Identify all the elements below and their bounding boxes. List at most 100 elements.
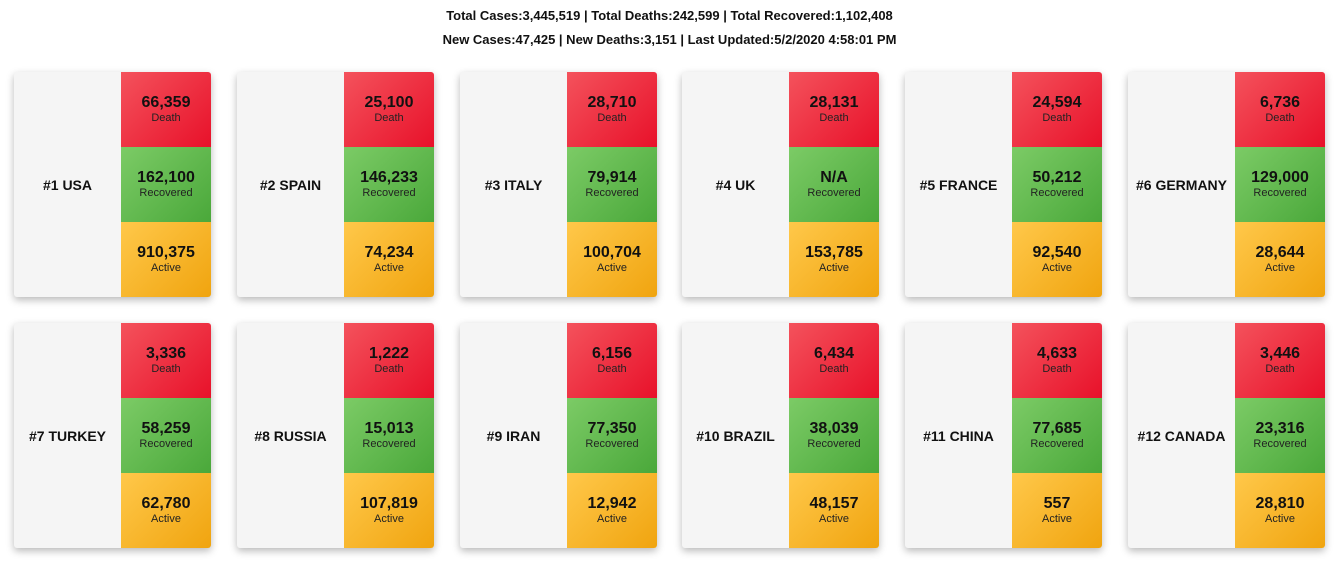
recovered-count: 77,350 [587,420,637,437]
death-label: Death [1265,112,1295,124]
death-label: Death [1042,363,1072,375]
death-stat: 3,336 Death [121,323,211,398]
country-stats: 3,336 Death 58,259 Recovered 62,780 Active [121,323,211,548]
active-stat: 62,780 Active [121,473,211,548]
active-count: 557 [1043,495,1071,512]
death-label: Death [1042,112,1072,124]
active-label: Active [597,262,627,274]
death-count: 25,100 [364,94,414,111]
recovered-stat: 38,039 Recovered [789,398,879,473]
recovered-count: 58,259 [141,420,191,437]
death-stat: 28,710 Death [567,72,657,147]
country-name: #11 CHINA [923,427,994,444]
active-count: 100,704 [583,244,641,261]
country-stats: 28,131 Death N/A Recovered 153,785 Active [789,72,879,297]
recovered-label: Recovered [362,187,416,199]
recovered-count: 23,316 [1255,420,1305,437]
death-stat: 3,446 Death [1235,323,1325,398]
recovered-label: Recovered [1253,438,1307,450]
death-count: 3,446 [1259,345,1301,362]
country-name: #5 FRANCE [919,176,998,193]
active-count: 28,644 [1255,244,1305,261]
death-count: 28,131 [809,94,859,111]
active-count: 48,157 [809,495,859,512]
country-card: #7 TURKEY 3,336 Death 58,259 Recovered 62,780… [14,323,211,548]
death-count: 3,336 [145,345,187,362]
death-label: Death [819,112,849,124]
death-label: Death [1265,363,1295,375]
active-label: Active [819,262,849,274]
recovered-label: Recovered [807,438,861,450]
active-label: Active [1265,262,1295,274]
death-count: 6,156 [591,345,633,362]
active-stat: 48,157 Active [789,473,879,548]
active-stat: 92,540 Active [1012,222,1102,297]
active-stat: 100,704 Active [567,222,657,297]
active-label: Active [151,513,181,525]
death-count: 6,434 [813,345,855,362]
country-card: #9 IRAN 6,156 Death 77,350 Recovered 12,942 Ac… [460,323,657,548]
country-card: #12 CANADA 3,446 Death 23,316 Recovered 28,81… [1128,323,1325,548]
death-stat: 4,633 Death [1012,323,1102,398]
country-name: #3 ITALY [484,176,543,193]
country-card: #5 FRANCE 24,594 Death 50,212 Recovered 92,54… [905,72,1102,297]
death-count: 28,710 [587,94,637,111]
summary-new-and-updated: New Cases:47,425 | New Deaths:3,151 | La… [442,32,897,47]
recovered-count: 129,000 [1251,169,1309,186]
active-stat: 910,375 Active [121,222,211,297]
recovered-stat: 15,013 Recovered [344,398,434,473]
death-stat: 28,131 Death [789,72,879,147]
country-card: #2 SPAIN 25,100 Death 146,233 Recovered 74,23… [237,72,434,297]
country-card: #4 UK 28,131 Death N/A Recovered 153,785 Activ… [682,72,879,297]
recovered-count: N/A [820,169,848,186]
summary-totals: Total Cases:3,445,519 | Total Deaths:242… [446,8,893,23]
recovered-label: Recovered [139,438,193,450]
recovered-label: Recovered [1030,438,1084,450]
death-label: Death [597,112,627,124]
recovered-label: Recovered [1253,187,1307,199]
country-stats: 28,710 Death 79,914 Recovered 100,704 Active [567,72,657,297]
recovered-count: 15,013 [364,420,414,437]
country-stats: 3,446 Death 23,316 Recovered 28,810 Active [1235,323,1325,548]
death-stat: 6,736 Death [1235,72,1325,147]
recovered-count: 162,100 [137,169,195,186]
recovered-count: 38,039 [809,420,859,437]
death-count: 66,359 [141,94,191,111]
active-stat: 12,942 Active [567,473,657,548]
country-card: #3 ITALY 28,710 Death 79,914 Recovered 100,70… [460,72,657,297]
country-name: #12 CANADA [1137,427,1226,444]
active-label: Active [597,513,627,525]
country-card: #11 CHINA 4,633 Death 77,685 Recovered 557 Act… [905,323,1102,548]
country-name: #6 GERMANY [1135,176,1228,193]
recovered-label: Recovered [585,438,639,450]
death-count: 1,222 [368,345,410,362]
country-stats: 6,434 Death 38,039 Recovered 48,157 Active [789,323,879,548]
recovered-label: Recovered [1030,187,1084,199]
recovered-stat: 129,000 Recovered [1235,147,1325,222]
active-label: Active [151,262,181,274]
country-stats: 24,594 Death 50,212 Recovered 92,540 Active [1012,72,1102,297]
active-stat: 28,644 Active [1235,222,1325,297]
active-stat: 74,234 Active [344,222,434,297]
death-label: Death [819,363,849,375]
active-count: 12,942 [587,495,637,512]
country-name: #1 USA [42,176,93,193]
recovered-count: 146,233 [360,169,418,186]
active-count: 153,785 [805,244,863,261]
active-stat: 28,810 Active [1235,473,1325,548]
recovered-label: Recovered [585,187,639,199]
death-count: 24,594 [1032,94,1082,111]
country-name: #10 BRAZIL [696,427,775,444]
active-label: Active [1042,262,1072,274]
active-label: Active [819,513,849,525]
country-card: #10 BRAZIL 6,434 Death 38,039 Recovered 48,15… [682,323,879,548]
recovered-stat: 50,212 Recovered [1012,147,1102,222]
recovered-count: 50,212 [1032,169,1082,186]
recovered-stat: N/A Recovered [789,147,879,222]
active-count: 910,375 [137,244,195,261]
recovered-label: Recovered [807,187,861,199]
death-label: Death [151,112,181,124]
active-stat: 557 Active [1012,473,1102,548]
active-stat: 153,785 Active [789,222,879,297]
recovered-stat: 162,100 Recovered [121,147,211,222]
